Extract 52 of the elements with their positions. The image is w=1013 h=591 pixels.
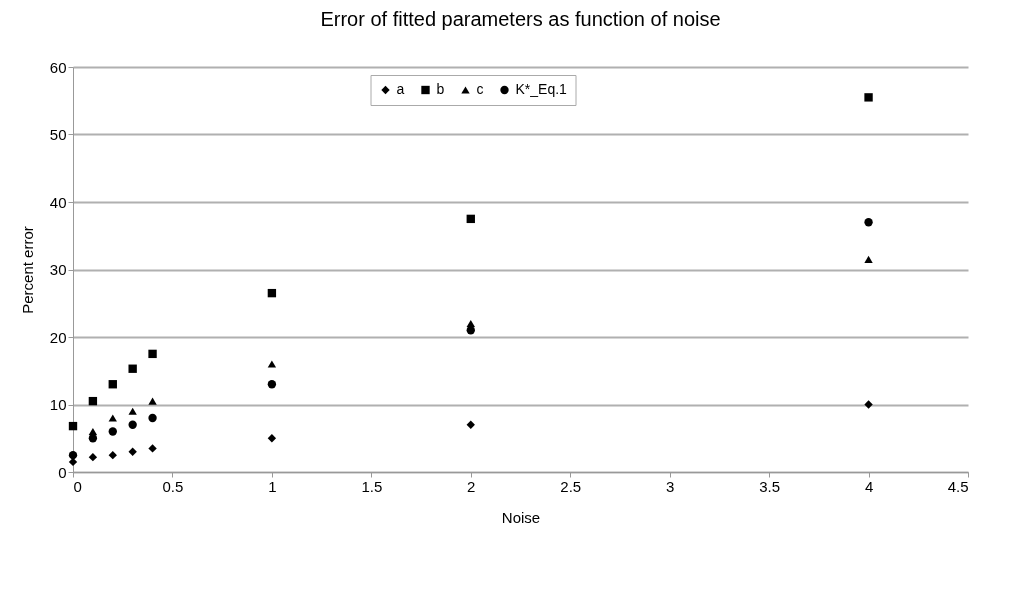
point (68, 421, 78, 431)
point (108, 427, 117, 436)
point (128, 364, 137, 373)
point (267, 380, 277, 389)
x-tick-label: 3.5 (759, 477, 781, 495)
point (108, 450, 117, 460)
point (466, 214, 475, 224)
point (466, 420, 475, 429)
point (128, 420, 137, 429)
point (148, 397, 157, 405)
legend-label: a (396, 81, 405, 97)
legend-label: K*_Eq.1 (515, 81, 568, 97)
x-tick-label: 2 (467, 477, 476, 495)
point (128, 407, 137, 415)
point (148, 413, 157, 423)
x-tick-label: 4.5 (947, 477, 969, 495)
y-tick-label: 30 (49, 261, 67, 278)
point (108, 414, 117, 422)
point (267, 434, 277, 443)
point (148, 349, 157, 359)
y-tick-label: 0 (58, 463, 67, 481)
x-tick-label: 0 (73, 477, 82, 495)
point (864, 93, 873, 102)
y-tick-label: 10 (49, 396, 67, 413)
x-tick-label: 0.5 (162, 477, 184, 495)
x-tick-label: 1.5 (361, 477, 383, 495)
point (108, 380, 117, 389)
y-axis-title: Percent error (18, 226, 36, 314)
y-tick-label: 50 (49, 126, 67, 143)
y-tick-label: 20 (49, 328, 67, 346)
x-tick-label: 4 (864, 477, 874, 495)
point (88, 396, 98, 406)
point (88, 452, 98, 462)
point (466, 326, 475, 335)
point (864, 218, 873, 227)
chart-title: Error of fitted parameters as function of noise (320, 8, 721, 30)
legend-label: c (476, 81, 484, 97)
point (128, 447, 137, 456)
y-tick-label: 60 (49, 58, 67, 76)
point (267, 288, 277, 298)
x-tick-label: 2.5 (560, 477, 582, 495)
point (88, 434, 98, 443)
legend-label: b (436, 81, 445, 97)
point (68, 450, 78, 460)
y-tick-label: 40 (49, 193, 67, 211)
point (267, 360, 277, 368)
point (864, 400, 873, 409)
point (148, 444, 157, 453)
x-tick-label: 1 (268, 477, 277, 495)
x-tick-label: 3 (665, 477, 675, 495)
point (864, 255, 873, 263)
x-axis-title: Noise (501, 508, 541, 526)
